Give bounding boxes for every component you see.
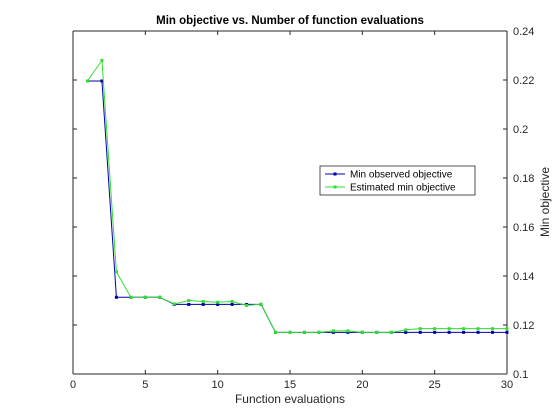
data-point: [317, 330, 321, 334]
data-point: [375, 330, 379, 334]
data-point: [302, 330, 306, 334]
data-point: [418, 327, 422, 331]
data-point: [158, 295, 162, 299]
data-point: [201, 302, 205, 306]
series-2: [85, 58, 509, 334]
data-point: [230, 299, 234, 303]
data-point: [476, 327, 480, 331]
y-axis-label: Min objective: [538, 167, 552, 237]
data-point: [346, 329, 350, 333]
y-tick-label: 0.2: [513, 124, 528, 136]
data-point: [187, 299, 191, 302]
x-tick-label: 25: [429, 379, 441, 391]
data-point: [505, 330, 509, 334]
data-point: [143, 295, 147, 299]
data-point: [230, 302, 234, 306]
data-point: [216, 300, 220, 304]
data-point: [274, 330, 278, 334]
data-point: [404, 330, 408, 334]
y-tick-label: 0.12: [513, 320, 534, 332]
ticks-layer: 0 5 10 15 20 25 300.1 0.12 0.14 0.16 0.18 0.2 0.22 0.…: [70, 26, 534, 391]
data-point: [491, 327, 495, 331]
series-layer: [85, 58, 509, 334]
data-point: [433, 330, 437, 334]
data-point: [201, 299, 205, 303]
x-tick-label: 5: [142, 379, 148, 391]
data-point: [389, 330, 393, 334]
data-point: [172, 302, 176, 306]
series-line: [87, 58, 507, 333]
legend: Min observed objective Estimated min obje…: [319, 165, 476, 196]
data-point: [447, 330, 451, 334]
data-point: [476, 330, 480, 334]
legend-marker: [333, 172, 337, 176]
x-tick-label: 30: [501, 379, 513, 391]
y-tick-label: 0.16: [513, 222, 534, 234]
x-tick-label: 10: [212, 379, 224, 391]
legend-entry: Estimated min objective: [325, 183, 456, 194]
data-point: [418, 330, 422, 334]
data-point: [216, 302, 220, 306]
x-tick-label: 0: [70, 379, 76, 391]
x-tick-label: 20: [356, 379, 368, 391]
data-point: [462, 327, 466, 331]
data-point: [245, 303, 249, 307]
legend-label: Min observed objective: [350, 170, 453, 181]
data-point: [100, 58, 104, 62]
data-point: [85, 79, 89, 83]
legend-entry: Min observed objective: [325, 170, 453, 181]
legend-label: Estimated min objective: [350, 183, 456, 194]
data-point: [404, 328, 408, 332]
x-tick-label: 15: [284, 379, 296, 391]
data-point: [100, 79, 104, 83]
y-tick-label: 0.1: [513, 369, 528, 381]
y-tick-label: 0.14: [513, 271, 534, 283]
chart-title: Min objective vs. Number of function eva…: [156, 15, 424, 27]
data-point: [331, 329, 335, 333]
legend-box: [319, 165, 476, 196]
data-point: [433, 327, 437, 331]
plot-area: [73, 31, 507, 374]
y-tick-label: 0.24: [513, 26, 534, 38]
y-tick-label: 0.18: [513, 173, 534, 185]
data-point: [129, 295, 133, 299]
data-point: [114, 270, 118, 274]
data-point: [462, 330, 466, 334]
legend-marker: [333, 185, 337, 189]
data-point: [114, 295, 118, 299]
x-axis-label: Function evaluations: [235, 392, 345, 406]
y-tick-label: 0.22: [513, 75, 534, 87]
data-point: [491, 330, 495, 334]
data-point: [288, 330, 292, 334]
data-point: [187, 302, 191, 306]
data-point: [447, 327, 451, 331]
data-point: [505, 327, 509, 331]
data-point: [259, 302, 263, 306]
data-point: [360, 330, 364, 334]
